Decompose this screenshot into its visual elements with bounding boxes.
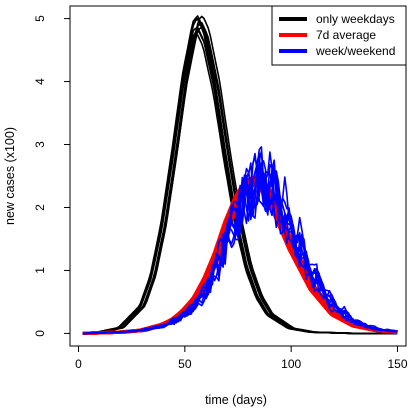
x-axis: 0 50 100 150 (75, 345, 408, 371)
series-line-only-weekdays (82, 17, 398, 335)
legend-label-week-weekend: week/weekend (315, 44, 395, 58)
series-line-only-weekdays (82, 23, 398, 335)
series-line-only-weekdays (82, 32, 398, 335)
y-tick-label: 2 (33, 204, 47, 211)
legend: only weekdays 7d average week/weekend (271, 5, 407, 66)
series-lines (82, 15, 398, 335)
y-tick-label: 4 (33, 78, 47, 85)
y-tick-label: 3 (33, 141, 47, 148)
x-tick-label: 100 (281, 357, 301, 371)
y-axis-title: new cases (x100) (3, 127, 17, 225)
x-tick-label: 50 (178, 357, 192, 371)
series-line-only-weekdays (82, 26, 398, 335)
series-line-only-weekdays (82, 17, 398, 335)
x-tick-label: 0 (75, 357, 82, 371)
x-tick-label: 150 (387, 357, 407, 371)
legend-label-7d-average: 7d average (316, 28, 376, 42)
series-line-only-weekdays (82, 29, 398, 335)
series-line-only-weekdays (82, 26, 398, 335)
y-tick-label: 1 (33, 267, 47, 274)
y-axis: 0 1 2 3 4 5 (33, 15, 71, 337)
legend-label-only-weekdays: only weekdays (316, 12, 395, 26)
x-axis-title: time (days) (205, 393, 267, 407)
series-line-only-weekdays (82, 21, 398, 335)
y-tick-label: 0 (33, 330, 47, 337)
y-tick-label: 5 (33, 15, 47, 22)
series-line-week-weekend (82, 160, 398, 335)
